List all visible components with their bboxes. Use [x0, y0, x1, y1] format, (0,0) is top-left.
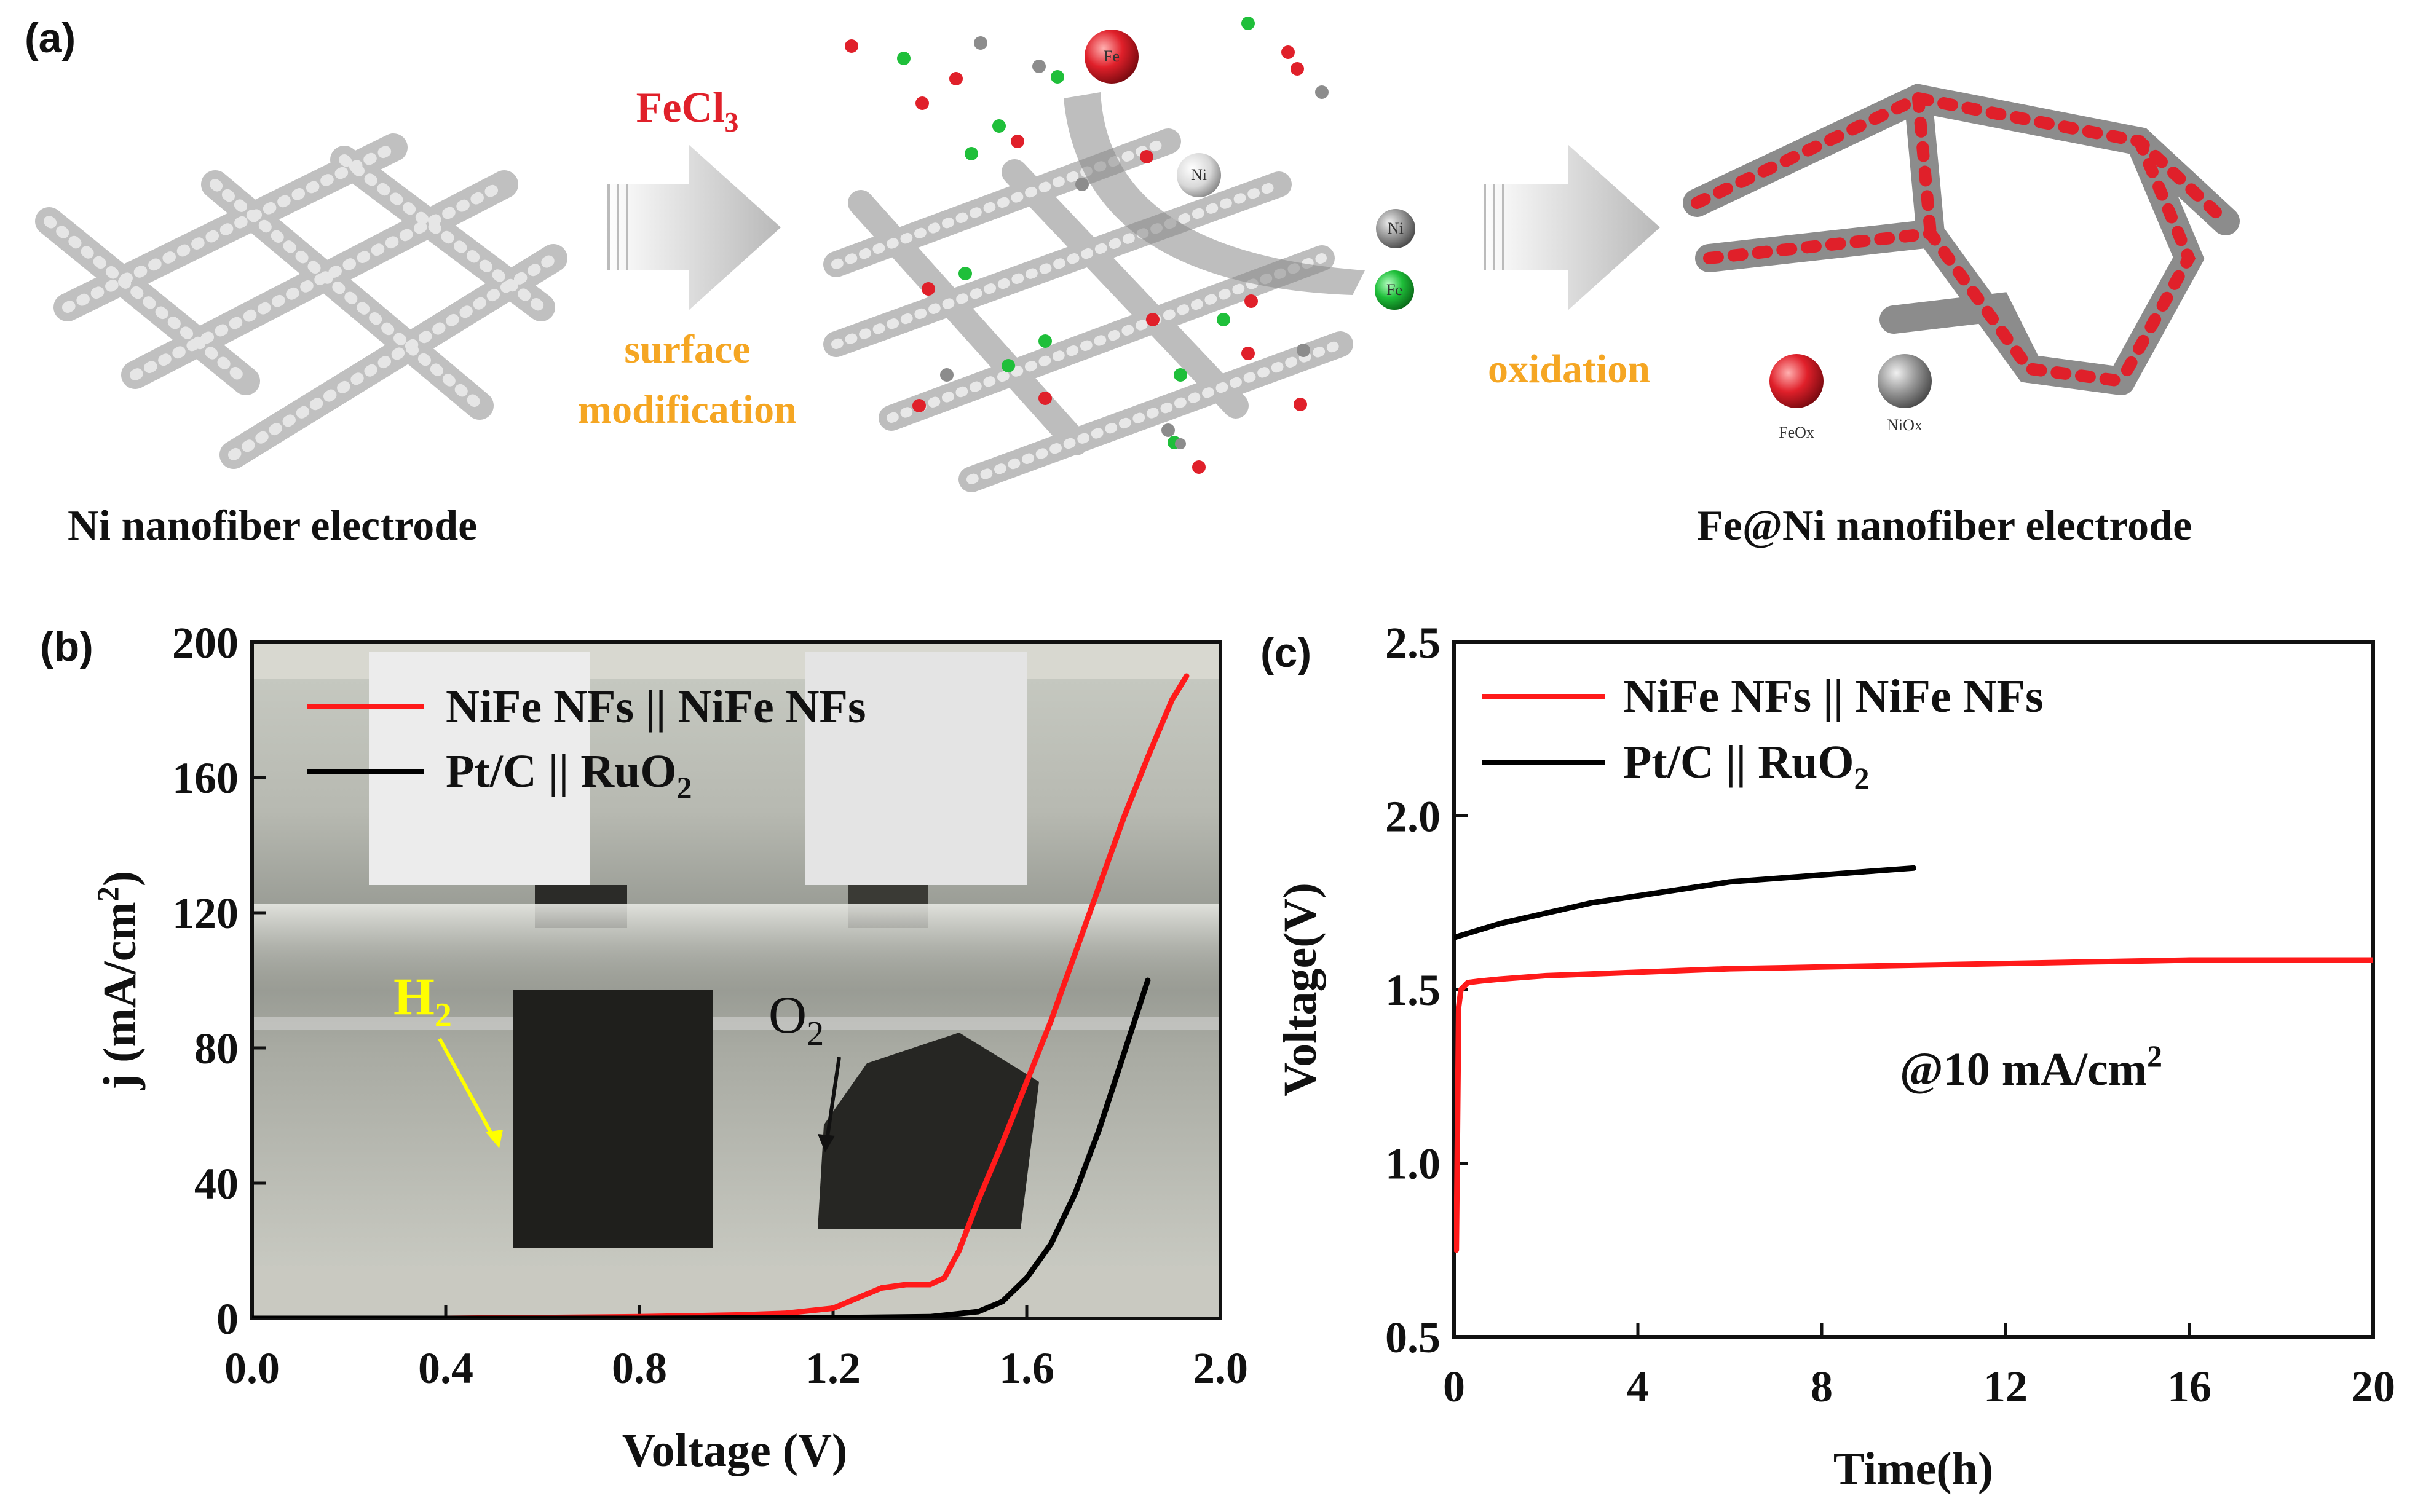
panel-c-annotation: @10 mA/cm2: [1900, 1039, 2162, 1095]
o2-electrode: [818, 1033, 1039, 1229]
fe-ion-sphere: [1085, 30, 1139, 84]
x-tick-label: 0.4: [418, 1344, 473, 1393]
ion-dots: [845, 17, 1329, 474]
legend-c-label-nife: NiFe NFs || NiFe NFs: [1623, 671, 2044, 722]
niox-legend-label: NiOx: [1887, 416, 1923, 434]
series-line-b-nife: [366, 673, 1190, 1318]
series-line-c-ptc-ruo2: [1454, 865, 1916, 940]
feox-legend-label: FeOx: [1779, 423, 1814, 441]
photo-label-h2: H2: [393, 967, 452, 1034]
y-tick-label: 0: [216, 1294, 239, 1344]
x-tick-label: 20: [2351, 1362, 2395, 1411]
feox-legend-sphere: [1769, 354, 1824, 408]
niox-legend-sphere: [1878, 354, 1932, 408]
y-tick-label: 1.0: [1385, 1140, 1441, 1189]
ni-ion-sphere: [1376, 209, 1415, 248]
panel-c-label: (c): [1260, 629, 1311, 676]
x-tick-label: 0.8: [612, 1344, 667, 1393]
ni-atom-label: Ni: [1191, 166, 1207, 184]
panel-a: (a) FeCl3 surface modification: [25, 15, 2240, 549]
electrolysis-photo: [252, 642, 1220, 1318]
x-tick-label: 2.0: [1193, 1344, 1248, 1393]
panel-a-label: (a): [25, 15, 76, 61]
x-tick-label: 16: [2167, 1362, 2211, 1411]
y-tick-label: 1.5: [1385, 966, 1441, 1015]
panel-c-series: [1454, 865, 2373, 1253]
caption-fe-ni-electrode: Fe@Ni nanofiber electrode: [1697, 502, 2192, 549]
y-tick-label: 40: [194, 1159, 239, 1208]
caption-ni-electrode: Ni nanofiber electrode: [68, 502, 477, 549]
x-tick-label: 12: [1983, 1362, 2028, 1411]
y-tick-label: 2.0: [1385, 792, 1441, 841]
ni-ion-label: Ni: [1388, 219, 1404, 237]
panel-b-label: (b): [40, 623, 93, 670]
reagent-fecl3: FeCl3: [636, 84, 739, 138]
panel-c-legend: NiFe NFs || NiFe NFs Pt/C || RuO2: [1482, 671, 2044, 795]
process-arrow-2: [1482, 144, 1660, 310]
legend-b-label-ptc: Pt/C || RuO2: [446, 746, 692, 805]
series-line-c-nife: [1454, 957, 2373, 1253]
fe-ni-nanofiber-network-illustration: [1683, 83, 2240, 395]
panel-b-series: [252, 673, 1190, 1318]
process-arrow-1: [606, 144, 781, 310]
o2-arrow: [825, 1057, 841, 1141]
panel-c-axes-frame: [1452, 640, 2375, 1339]
step-oxidation-label: oxidation: [1488, 347, 1650, 392]
x-tick-label: 0.0: [224, 1344, 280, 1393]
legend-c-label-ptc: Pt/C || RuO2: [1623, 736, 1869, 795]
x-tick-label: 8: [1811, 1362, 1833, 1411]
x-tick-label: 1.6: [999, 1344, 1054, 1393]
y-tick-label: 200: [172, 618, 239, 667]
fe-ion-label: Fe: [1104, 47, 1120, 65]
panel-b-xlabel: Voltage (V): [622, 1425, 848, 1476]
y-tick-label: 160: [172, 754, 239, 803]
y-tick-label: 2.5: [1385, 618, 1441, 667]
series-line-b-ptc-ruo2: [252, 977, 1151, 1318]
panel-b-ylabel: j (mA/cm2): [90, 871, 146, 1090]
panel-b-ticks: 0.0 0.4 0.8 1.2 1.6 2.0 0 40 80 120 160 200: [172, 618, 1248, 1393]
fe-ion-green-label: Fe: [1386, 281, 1402, 299]
y-tick-label: 120: [172, 889, 239, 938]
step-surface-label-line1: surface: [624, 327, 750, 372]
panel-c-ticks: 0 4 8 12 16 20 0.5 1.0 1.5 2.0 2.5: [1385, 618, 2395, 1411]
x-tick-label: 1.2: [805, 1344, 861, 1393]
ni-fiber-beads: [44, 142, 559, 460]
y-tick-label: 0.5: [1385, 1313, 1441, 1362]
panel-c: (c) 0 4 8 12 16 20 0.5 1.0 1.5 2.0 2.5 NiFe NFs ||…: [1260, 618, 2395, 1495]
panel-c-ylabel: Voltage(V): [1275, 883, 1326, 1097]
photo-label-o2: O2: [769, 985, 824, 1053]
h2-electrode: [513, 990, 713, 1248]
x-tick-label: 4: [1627, 1362, 1649, 1411]
h2-arrow: [438, 1038, 497, 1141]
panel-c-xlabel: Time(h): [1833, 1443, 1993, 1495]
legend-b-label-nife: NiFe NFs || NiFe NFs: [446, 681, 866, 733]
x-tick-label: 0: [1443, 1362, 1465, 1411]
panel-b-legend: NiFe NFs || NiFe NFs Pt/C || RuO2: [307, 681, 866, 805]
surface-modification-illustration: Fe Ni Ni Fe: [823, 17, 1415, 492]
y-tick-label: 80: [194, 1024, 239, 1073]
fe-ion-green-sphere: [1375, 270, 1414, 310]
step-surface-label-line2: modification: [578, 387, 797, 432]
ni-atom-sphere: [1177, 153, 1221, 197]
